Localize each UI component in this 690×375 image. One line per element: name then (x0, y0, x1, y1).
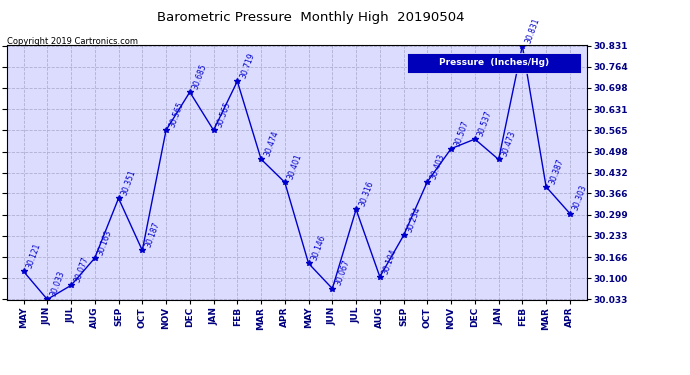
Text: 30.121: 30.121 (25, 242, 42, 270)
Text: 30.565: 30.565 (168, 100, 185, 129)
Text: 30.403: 30.403 (428, 152, 446, 180)
Text: Pressure  (Inches/Hg): Pressure (Inches/Hg) (439, 58, 549, 68)
Text: 30.685: 30.685 (191, 63, 209, 91)
Text: 30.316: 30.316 (357, 180, 375, 208)
Text: 30.146: 30.146 (310, 234, 328, 262)
Text: 30.351: 30.351 (120, 169, 137, 197)
Text: 30.565: 30.565 (215, 100, 233, 129)
Text: 30.234: 30.234 (405, 206, 422, 234)
FancyBboxPatch shape (407, 53, 581, 73)
Text: Copyright 2019 Cartronics.com: Copyright 2019 Cartronics.com (7, 38, 138, 46)
Text: 30.473: 30.473 (500, 130, 518, 158)
Text: 30.163: 30.163 (96, 228, 114, 256)
Text: 30.033: 30.033 (49, 270, 66, 298)
Text: Barometric Pressure  Monthly High  20190504: Barometric Pressure Monthly High 2019050… (157, 11, 464, 24)
Text: 30.474: 30.474 (262, 129, 280, 158)
Text: 30.831: 30.831 (524, 16, 541, 44)
Text: 30.719: 30.719 (239, 52, 256, 80)
Text: 30.077: 30.077 (72, 256, 90, 284)
Text: 30.537: 30.537 (476, 110, 494, 138)
Text: 30.507: 30.507 (453, 119, 470, 147)
Text: 30.387: 30.387 (547, 158, 565, 185)
Text: 30.401: 30.401 (286, 153, 304, 181)
Text: 30.104: 30.104 (382, 247, 399, 275)
Text: 30.303: 30.303 (571, 184, 589, 212)
Text: 30.067: 30.067 (334, 259, 351, 287)
Text: 30.187: 30.187 (144, 221, 161, 249)
